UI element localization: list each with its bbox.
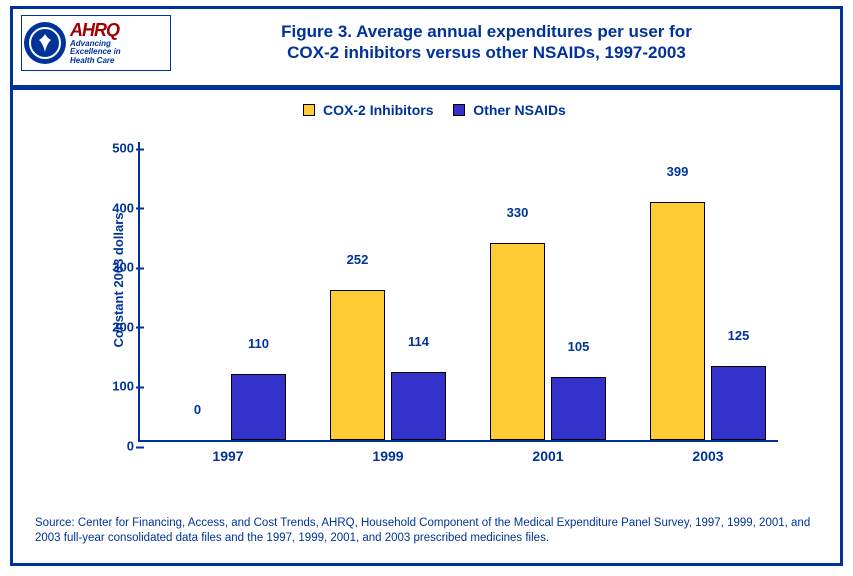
y-tick: 500 xyxy=(90,141,134,156)
bar-value-label: 114 xyxy=(408,334,429,353)
y-tick: 400 xyxy=(90,200,134,215)
bar-value-label: 0 xyxy=(194,402,201,421)
legend-swatch-1 xyxy=(303,104,315,116)
legend: COX-2 Inhibitors Other NSAIDs xyxy=(13,102,840,118)
bar xyxy=(711,366,766,441)
figure-title: Figure 3. Average annual expenditures pe… xyxy=(171,15,832,64)
legend-swatch-2 xyxy=(453,104,465,116)
bar-value-label: 330 xyxy=(507,205,529,224)
x-tick: 1999 xyxy=(372,448,403,464)
plot-area: 0100200300400500199701101999252114200133… xyxy=(138,142,778,442)
x-tick: 1997 xyxy=(212,448,243,464)
ahrq-tagline-3: Health Care xyxy=(70,57,121,65)
legend-label-2: Other NSAIDs xyxy=(473,102,566,118)
x-tick: 2001 xyxy=(532,448,563,464)
chart: COX-2 Inhibitors Other NSAIDs Constant 2… xyxy=(13,90,840,470)
header: AHRQ Advancing Excellence in Health Care… xyxy=(13,9,840,79)
bar-value-label: 252 xyxy=(347,252,369,271)
bar xyxy=(231,374,286,440)
source-note: Source: Center for Financing, Access, an… xyxy=(35,516,818,545)
y-tick: 200 xyxy=(90,319,134,334)
bar xyxy=(650,202,705,440)
hhs-seal-icon xyxy=(24,22,66,64)
bar xyxy=(330,290,385,440)
x-tick: 2003 xyxy=(692,448,723,464)
ahrq-logo: AHRQ Advancing Excellence in Health Care xyxy=(21,15,171,71)
bar-value-label: 105 xyxy=(568,339,590,358)
bar-value-label: 125 xyxy=(728,328,750,347)
y-tick: 0 xyxy=(90,439,134,454)
ahrq-brand: AHRQ xyxy=(70,21,121,40)
title-line-1: Figure 3. Average annual expenditures pe… xyxy=(171,21,802,42)
ahrq-text: AHRQ Advancing Excellence in Health Care xyxy=(70,21,121,65)
bar xyxy=(551,377,606,440)
y-tick: 100 xyxy=(90,379,134,394)
bar xyxy=(391,372,446,440)
bar-value-label: 399 xyxy=(667,164,689,183)
legend-label-1: COX-2 Inhibitors xyxy=(323,102,433,118)
figure-frame: AHRQ Advancing Excellence in Health Care… xyxy=(10,6,843,566)
y-tick: 300 xyxy=(90,260,134,275)
title-line-2: COX-2 inhibitors versus other NSAIDs, 19… xyxy=(171,42,802,63)
bar-value-label: 110 xyxy=(248,336,269,355)
bar xyxy=(490,243,545,440)
